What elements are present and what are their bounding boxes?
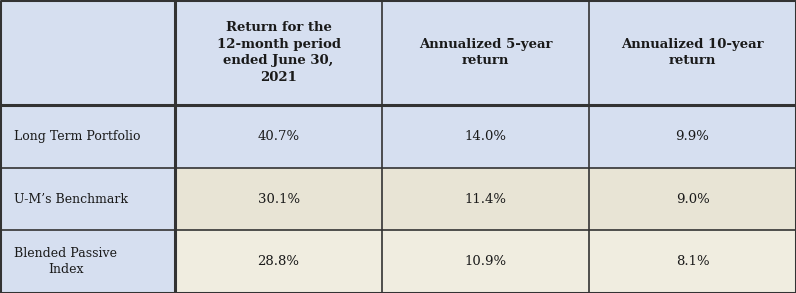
Bar: [382, 0, 589, 105]
Bar: [589, 0, 796, 105]
Bar: [175, 230, 382, 293]
Bar: [175, 0, 382, 105]
Text: U-M’s Benchmark: U-M’s Benchmark: [14, 193, 128, 206]
Bar: [382, 230, 589, 293]
Text: Blended Passive
Index: Blended Passive Index: [14, 247, 117, 276]
Bar: [589, 230, 796, 293]
Text: 28.8%: 28.8%: [258, 255, 299, 268]
Text: 14.0%: 14.0%: [465, 130, 506, 143]
Bar: [175, 168, 382, 230]
Bar: [0, 105, 175, 168]
Bar: [0, 230, 175, 293]
Text: 30.1%: 30.1%: [258, 193, 299, 206]
Text: 9.0%: 9.0%: [676, 193, 709, 206]
Bar: [0, 168, 175, 230]
Text: Annualized 10-year
return: Annualized 10-year return: [621, 38, 764, 67]
Text: 8.1%: 8.1%: [676, 255, 709, 268]
Text: 10.9%: 10.9%: [465, 255, 506, 268]
Text: Annualized 5-year
return: Annualized 5-year return: [419, 38, 552, 67]
Text: 11.4%: 11.4%: [465, 193, 506, 206]
Bar: [382, 105, 589, 168]
Text: Long Term Portfolio: Long Term Portfolio: [14, 130, 141, 143]
Bar: [175, 105, 382, 168]
Text: 9.9%: 9.9%: [676, 130, 709, 143]
Bar: [589, 168, 796, 230]
Text: Return for the
12-month period
ended June 30,
2021: Return for the 12-month period ended Jun…: [217, 21, 341, 84]
Text: 40.7%: 40.7%: [258, 130, 299, 143]
Bar: [382, 168, 589, 230]
Bar: [589, 105, 796, 168]
Bar: [0, 0, 175, 105]
